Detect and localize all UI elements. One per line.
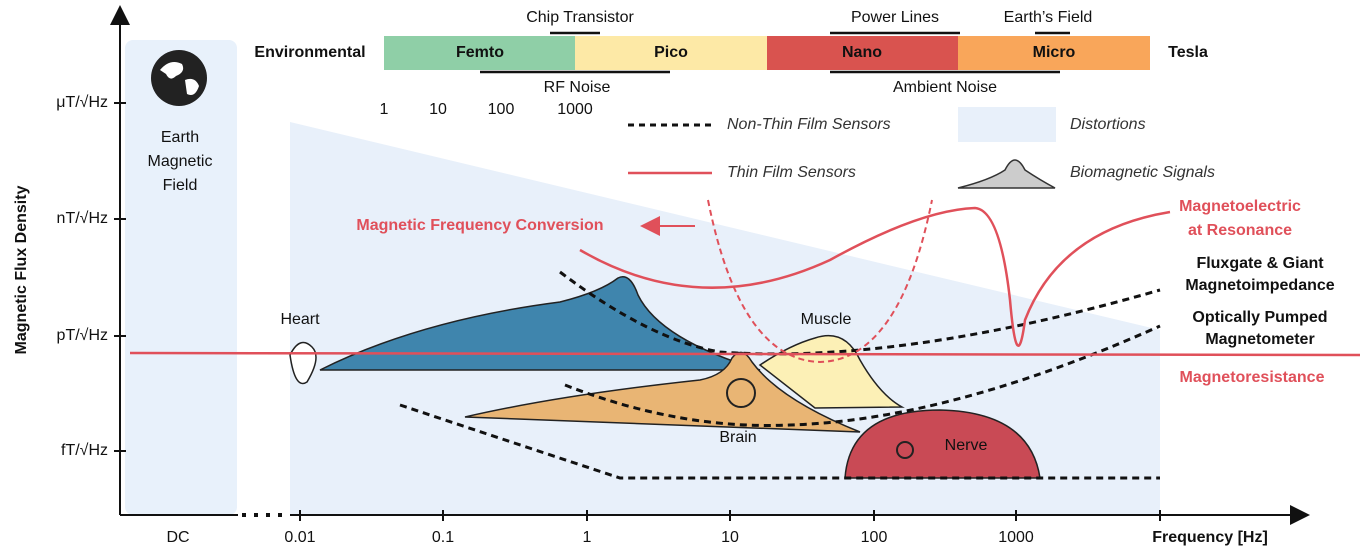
sensor-label: Magnetometer	[1205, 331, 1314, 348]
segment-label: Pico	[654, 44, 688, 61]
segment-label: Micro	[1033, 44, 1076, 61]
earth-label: Magnetic	[148, 153, 213, 170]
y-label: μT/√Hz	[56, 94, 108, 111]
sensor-label: Fluxgate & Giant	[1196, 255, 1324, 272]
sensor-label: Magnetoresistance	[1180, 369, 1325, 386]
globe-icon	[151, 50, 207, 106]
legend-swatch	[958, 107, 1056, 142]
sensor-label: at Resonance	[1188, 222, 1292, 239]
segment-label: Nano	[842, 44, 882, 61]
signal-label: Heart	[280, 311, 320, 328]
spectrum-right: Tesla	[1168, 44, 1208, 61]
sensor-label: Magnetoimpedance	[1185, 277, 1334, 294]
y-title: Magnetic Flux Density	[13, 185, 30, 354]
legend-label: Non-Thin Film Sensors	[727, 116, 891, 133]
legend-label: Distortions	[1070, 116, 1146, 133]
x-label: 10	[721, 529, 739, 546]
y-label: fT/√Hz	[61, 442, 108, 459]
x-label: 1000	[998, 529, 1034, 546]
legend-swatch	[958, 160, 1055, 188]
legend-label: Biomagnetic Signals	[1070, 164, 1215, 181]
x-label: 100	[861, 529, 888, 546]
sensor-label: Magnetoelectric	[1179, 198, 1301, 215]
scale-label: 1000	[557, 101, 593, 118]
segment-label: Femto	[456, 44, 504, 61]
signal-label: Brain	[719, 429, 756, 446]
signal-label: Nerve	[945, 437, 988, 454]
scale-label: 10	[429, 101, 447, 118]
legend-label: Thin Film Sensors	[727, 164, 856, 181]
sensor-label: Optically Pumped	[1192, 309, 1327, 326]
range-label: Ambient Noise	[893, 79, 997, 96]
earth-field-band	[125, 40, 237, 515]
range-label: Earth’s Field	[1004, 9, 1093, 26]
figure: Magnetic Flux Density μT/√Hz nT/√Hz pT/√…	[0, 0, 1366, 551]
scale-label: 1	[380, 101, 389, 118]
x-label: 1	[583, 529, 592, 546]
y-label: nT/√Hz	[57, 210, 108, 227]
x-title: Frequency [Hz]	[1152, 529, 1268, 546]
range-label: Chip Transistor	[526, 9, 634, 26]
scale-label: 100	[488, 101, 515, 118]
range-label: Power Lines	[851, 9, 939, 26]
spectrum-left: Environmental	[254, 44, 365, 61]
range-label: RF Noise	[544, 79, 611, 96]
earth-label: Field	[163, 177, 198, 194]
signal-label: Muscle	[801, 311, 852, 328]
y-label: pT/√Hz	[57, 327, 108, 344]
x-label: DC	[166, 529, 189, 546]
x-label: 0.01	[284, 529, 315, 546]
earth-label: Earth	[161, 129, 199, 146]
x-label: 0.1	[432, 529, 454, 546]
conversion-label: Magnetic Frequency Conversion	[356, 217, 603, 234]
